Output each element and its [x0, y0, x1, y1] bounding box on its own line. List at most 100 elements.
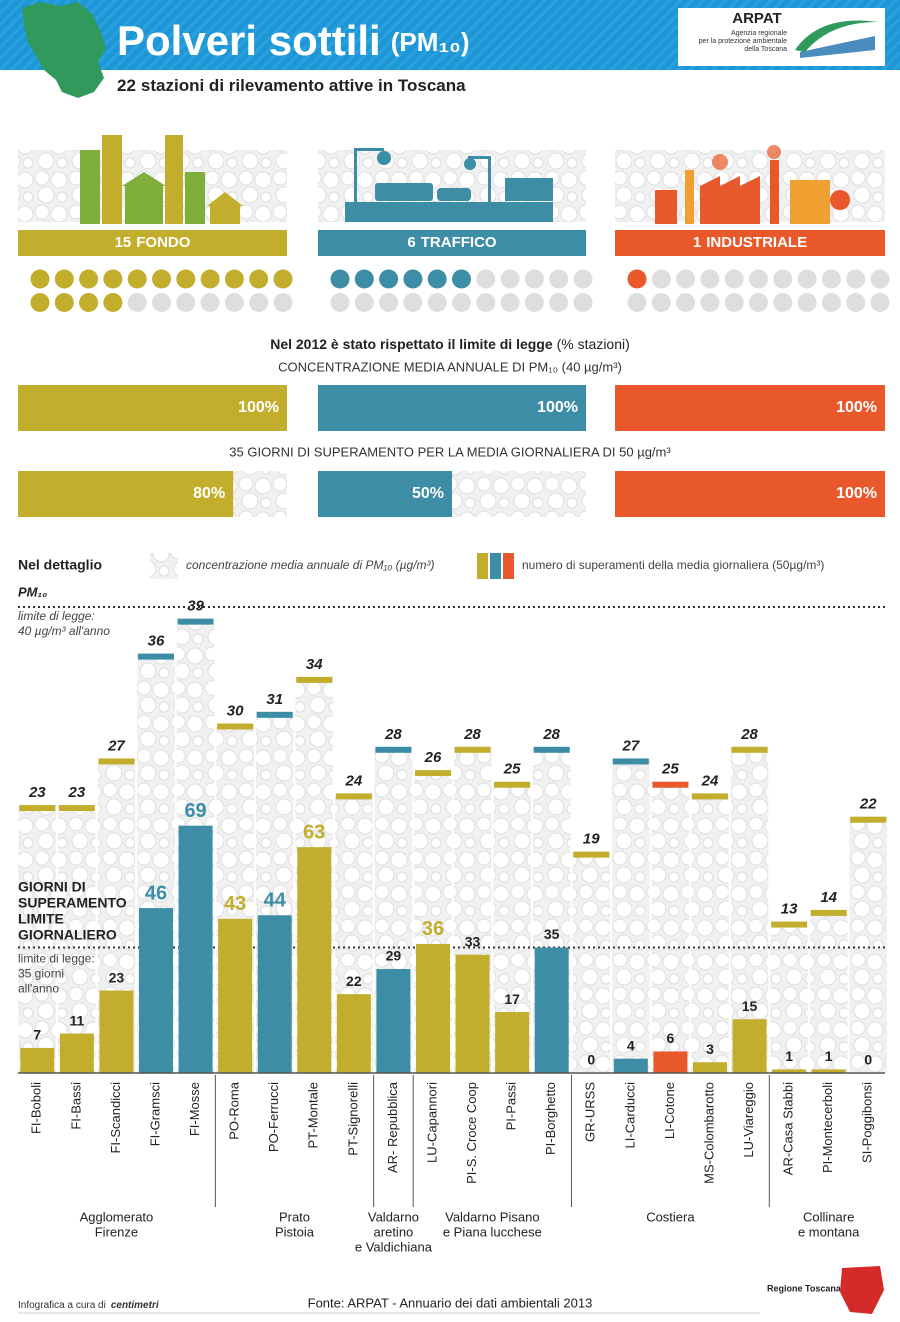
pm10-column — [691, 793, 729, 1073]
station-dot — [152, 269, 171, 289]
station-dot — [797, 269, 817, 289]
station-dot — [224, 293, 244, 312]
station-label: FI-Mosse — [187, 1082, 202, 1136]
y2-axis-label: GIORNALIERO — [18, 927, 117, 943]
station-dot — [273, 269, 293, 289]
station-dot — [821, 269, 841, 289]
station-dot — [224, 269, 244, 289]
exceedance-value: 23 — [109, 969, 125, 985]
icon-traffic — [345, 148, 553, 222]
pm10-value: 27 — [107, 737, 125, 754]
exceedance-value: 22 — [346, 973, 362, 989]
station-dot — [773, 293, 793, 312]
exceedance-bar — [455, 954, 490, 1073]
exceedance-bar — [297, 847, 332, 1073]
exceedance-bar — [772, 1069, 807, 1073]
icon-city — [80, 135, 243, 224]
exceedance-bar — [178, 825, 213, 1073]
pm10-marker — [177, 618, 214, 625]
group-name: Costiera — [646, 1209, 695, 1224]
pm10-value: 34 — [306, 656, 323, 673]
station-dot — [79, 269, 99, 289]
y2-axis-label: SUPERAMENTO — [18, 895, 127, 911]
pm10-marker — [256, 711, 293, 718]
logo-text: per la protezione ambientale — [699, 38, 787, 45]
exceedance-value: 29 — [386, 948, 402, 964]
credit: Infografica a cura di centimetri — [18, 1300, 159, 1311]
exceedance-bar — [613, 1058, 648, 1073]
type-count: 15 — [115, 234, 132, 251]
station-dot — [549, 293, 569, 312]
type-label: 15 FONDO — [115, 234, 191, 251]
type-count: 1 — [693, 234, 701, 251]
station-dot — [749, 293, 768, 312]
station-dot — [127, 293, 147, 312]
type-name: INDUSTRIALE — [706, 234, 807, 251]
pm10-marker — [652, 781, 689, 788]
station-dot — [724, 269, 744, 289]
group-name: Valdarno — [368, 1209, 419, 1224]
pm10-marker — [573, 851, 610, 858]
station-dot — [846, 269, 866, 289]
station-dot — [549, 269, 569, 289]
exceedance-bar — [376, 969, 411, 1073]
legend-swatch — [490, 553, 501, 579]
station-dot — [500, 269, 520, 289]
logo-box — [678, 8, 885, 66]
compliance-row-label: 35 GIORNI DI SUPERAMENTO PER LA MEDIA GI… — [229, 444, 671, 459]
exceedance-value: 1 — [785, 1048, 793, 1064]
station-dot — [30, 269, 50, 289]
station-dot — [54, 269, 74, 289]
exceedance-value: 0 — [587, 1052, 595, 1068]
pm10-value: 13 — [781, 901, 798, 918]
station-label: FI-Scandicci — [108, 1082, 123, 1154]
limit-label: all'anno — [18, 982, 59, 996]
station-label: SI-Poggibonsi — [860, 1082, 875, 1163]
exceedance-bar — [59, 1033, 94, 1073]
logo-text: Agenzia regionale — [731, 30, 787, 37]
pm10-value: 23 — [68, 784, 86, 801]
pm10-marker — [454, 746, 491, 753]
logo-swoosh — [795, 20, 878, 52]
pm10-value: 14 — [820, 889, 837, 906]
compliance-value: 100% — [836, 485, 877, 502]
compliance-title: Nel 2012 è stato rispettato il limite di… — [270, 336, 630, 352]
pm10-value: 19 — [583, 831, 600, 848]
pm10-marker — [335, 793, 372, 800]
pm10-column — [612, 758, 650, 1073]
station-label: GR-URSS — [583, 1082, 598, 1142]
exceedance-value: 44 — [264, 890, 287, 912]
station-label: AR-Casa Stabbi — [781, 1082, 796, 1175]
station-dot — [676, 269, 696, 289]
pm10-marker — [731, 746, 768, 753]
station-dot — [127, 269, 147, 289]
limit-label: limite di legge: — [18, 952, 95, 966]
exceedance-bar — [99, 990, 134, 1073]
type-count: 6 — [407, 234, 415, 251]
exceedance-bar — [257, 915, 292, 1073]
legend-label: numero di superamenti della media giorna… — [522, 558, 824, 572]
compliance-bar — [615, 385, 885, 431]
source: Fonte: ARPAT - Annuario dei dati ambient… — [308, 1295, 593, 1310]
pm10-marker — [58, 805, 95, 812]
station-dot — [573, 293, 593, 312]
pm10-marker — [533, 746, 570, 753]
exceedance-bar — [415, 943, 450, 1073]
exceedance-value: 33 — [465, 933, 481, 949]
station-dot — [427, 293, 447, 312]
page-title: Polveri sottili (PM₁₀) — [117, 17, 470, 64]
station-dot — [427, 269, 447, 289]
pm10-marker — [612, 758, 649, 765]
legend-swatch — [477, 553, 488, 579]
station-dot — [524, 269, 544, 289]
group-name: e Valdichiana — [355, 1239, 433, 1254]
compliance-value: 80% — [193, 485, 225, 502]
station-dot — [200, 293, 220, 312]
pm10-marker — [691, 793, 728, 800]
pm10-marker — [137, 653, 174, 660]
region-emblem — [840, 1266, 884, 1314]
limit-label: 35 giorni — [18, 967, 64, 981]
station-dot — [821, 293, 841, 312]
exceedance-bar — [811, 1069, 846, 1073]
